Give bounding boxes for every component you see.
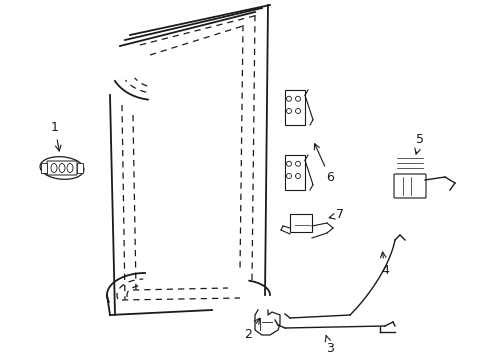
Text: 1: 1 — [51, 121, 61, 151]
Ellipse shape — [40, 157, 84, 179]
Bar — [285, 90, 305, 125]
Text: 7: 7 — [328, 208, 343, 221]
FancyBboxPatch shape — [393, 174, 425, 198]
Text: 6: 6 — [314, 144, 333, 184]
Text: 2: 2 — [244, 318, 259, 342]
Bar — [77, 163, 83, 173]
Bar — [289, 214, 311, 232]
Bar — [41, 163, 47, 173]
FancyBboxPatch shape — [47, 161, 77, 175]
Text: 5: 5 — [414, 134, 423, 154]
Ellipse shape — [51, 163, 57, 172]
Text: 3: 3 — [325, 336, 333, 355]
Text: 4: 4 — [380, 252, 388, 276]
Bar — [285, 155, 305, 190]
Ellipse shape — [67, 163, 73, 172]
Ellipse shape — [59, 163, 65, 172]
